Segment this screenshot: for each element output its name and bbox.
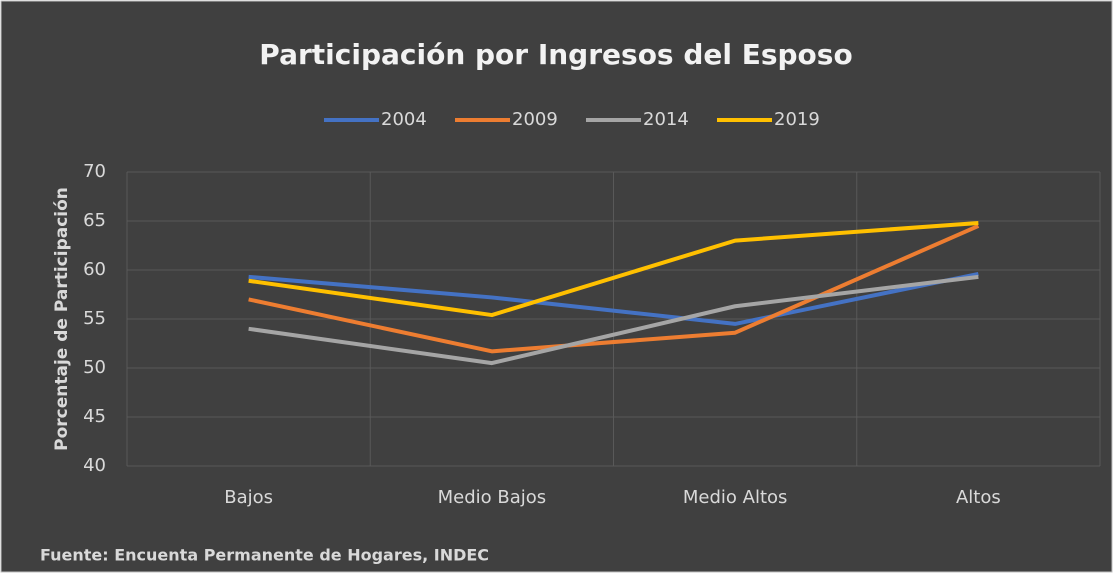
- y-tick-label: 60: [83, 259, 106, 280]
- source-note: Fuente: Encuenta Permanente de Hogares, …: [40, 546, 489, 565]
- chart-title: Participación por Ingresos del Esposo: [259, 38, 852, 71]
- y-tick-label: 70: [83, 161, 106, 182]
- y-tick-label: 65: [83, 210, 106, 231]
- series-line: [248, 274, 979, 366]
- x-tick-label: Medio Altos: [683, 487, 788, 508]
- series-line: [248, 271, 979, 326]
- y-tick-label: 50: [83, 357, 106, 378]
- series-line: [248, 220, 979, 318]
- x-tick-label: Medio Bajos: [438, 487, 547, 508]
- x-tick-label: Altos: [956, 487, 1001, 508]
- legend-label: 2014: [643, 109, 689, 130]
- legend-label: 2004: [381, 109, 427, 130]
- legend-label: 2009: [512, 109, 558, 130]
- y-tick-label: 55: [83, 308, 106, 329]
- y-axis-label: Porcentaje de Participación: [52, 187, 72, 451]
- legend-label: 2019: [774, 109, 820, 130]
- y-tick-label: 45: [83, 406, 106, 427]
- series-line: [248, 224, 980, 354]
- x-tick-label: Bajos: [224, 487, 273, 508]
- y-tick-label: 40: [83, 455, 106, 476]
